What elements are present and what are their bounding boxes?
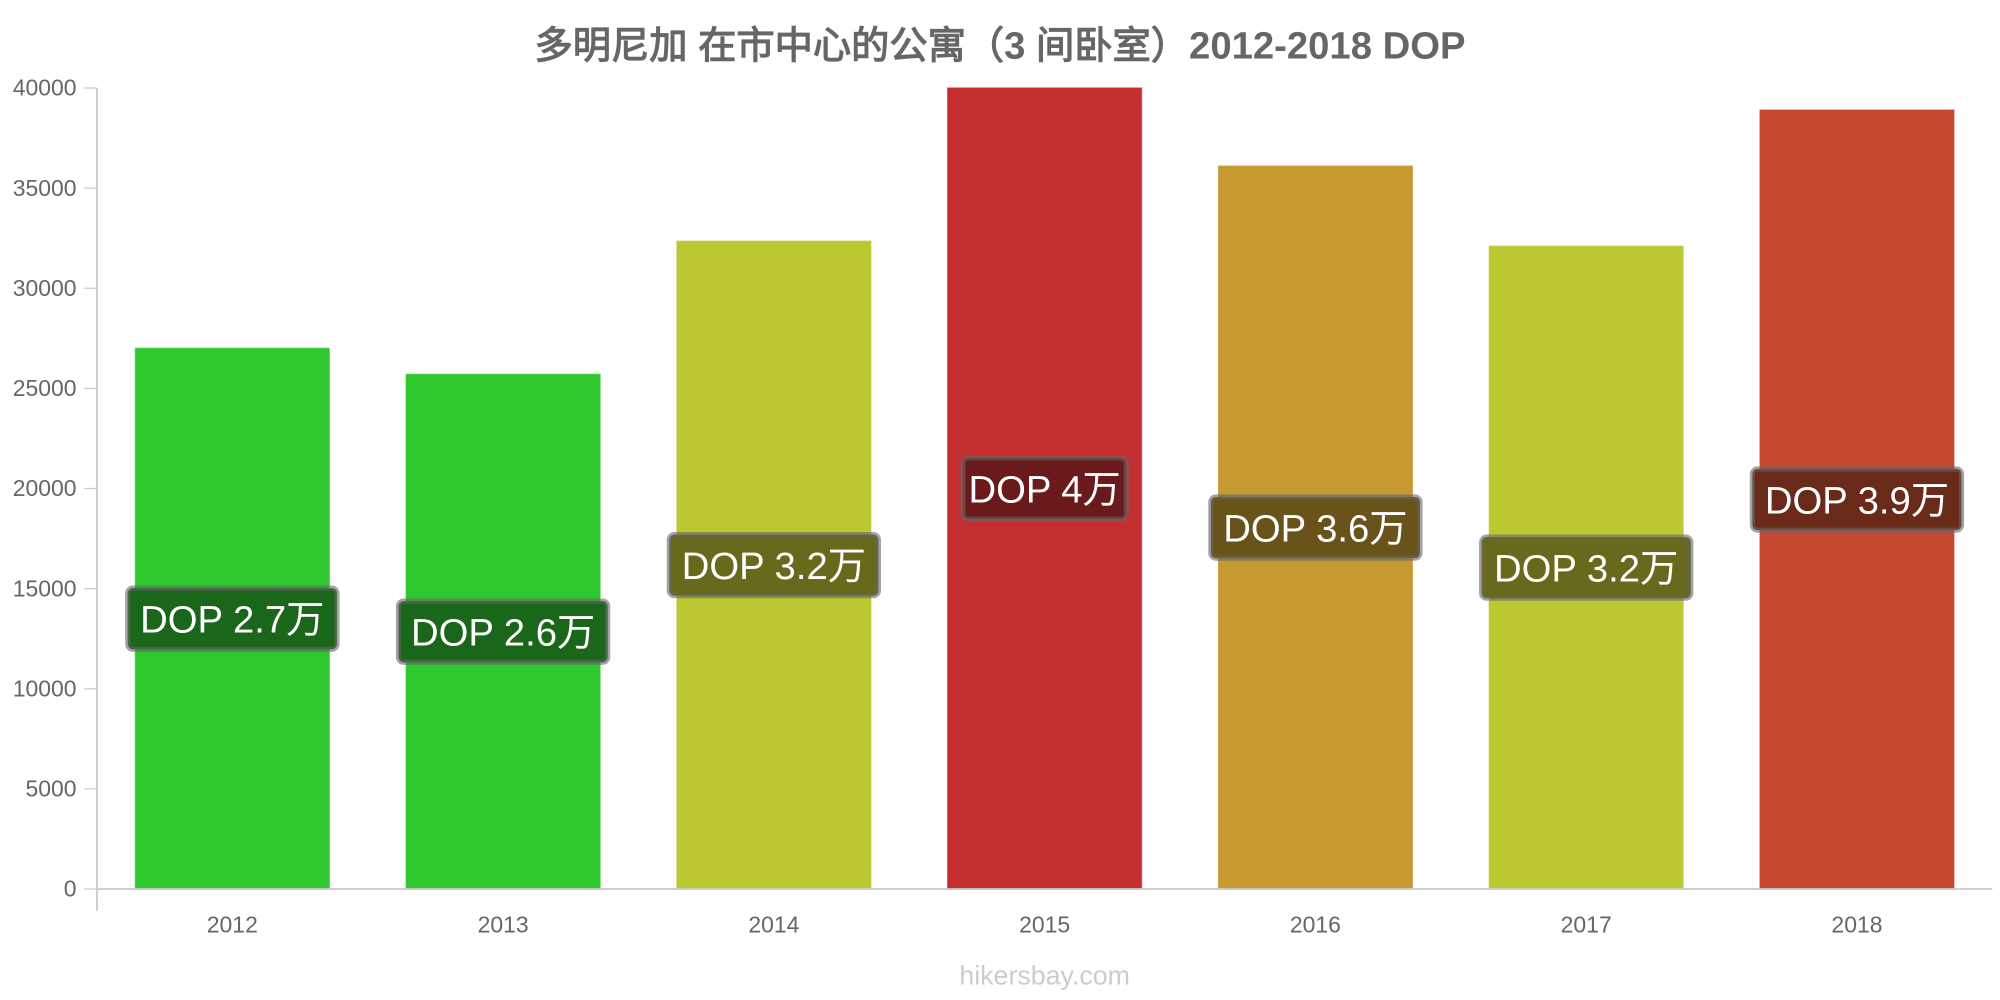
data-label: DOP 3.2万 — [682, 545, 866, 588]
y-tick-label: 35000 — [13, 175, 77, 201]
data-label-box — [1749, 466, 1965, 533]
y-tick-label: 0 — [64, 876, 77, 902]
x-tick-label: 2018 — [1831, 911, 1882, 937]
y-tick-label: 10000 — [13, 675, 77, 701]
y-tick-label: 5000 — [25, 776, 76, 802]
x-axis: 2012 2013 2014 2015 2016 2017 2018 — [96, 888, 1993, 937]
y-tick-label: 15000 — [13, 575, 77, 601]
data-label: DOP 2.7万 — [140, 599, 324, 642]
y-tick-label: 40000 — [13, 75, 77, 101]
data-label-box — [395, 598, 611, 665]
x-tick-label: 2012 — [207, 911, 258, 937]
bars: DOP 2.7万 DOP 2.6万 DOP 3.2万 DOP 4万 DOP 3.6万 DO… — [125, 87, 1965, 890]
chart-title: 多明尼加 在市中心的公寓（3 间卧室）2012-2018 DOP — [535, 25, 1466, 68]
x-tick-label: 2015 — [1019, 911, 1070, 937]
data-label: DOP 4万 — [968, 469, 1120, 512]
data-label-box — [1208, 494, 1423, 561]
data-label: DOP 2.6万 — [411, 612, 595, 655]
data-label-box — [1479, 534, 1694, 601]
x-tick-label: 2013 — [478, 911, 529, 937]
data-label-box — [125, 585, 340, 652]
data-label: DOP 3.6万 — [1223, 508, 1407, 551]
watermark: hikersbay.com — [959, 961, 1130, 991]
data-label: DOP 3.9万 — [1765, 480, 1949, 523]
x-tick-label: 2016 — [1290, 911, 1341, 937]
data-label-box — [666, 531, 882, 599]
data-label: DOP 3.2万 — [1494, 548, 1678, 591]
x-tick-label: 2014 — [748, 911, 799, 937]
y-tick-label: 25000 — [13, 375, 77, 401]
y-tick-label: 20000 — [13, 475, 77, 501]
y-tick-label: 30000 — [13, 275, 77, 301]
data-label-box — [960, 455, 1129, 522]
x-tick-label: 2017 — [1561, 911, 1612, 937]
y-axis: 0 5000 10000 15000 20000 25000 30000 35000 40000 — [13, 75, 98, 911]
